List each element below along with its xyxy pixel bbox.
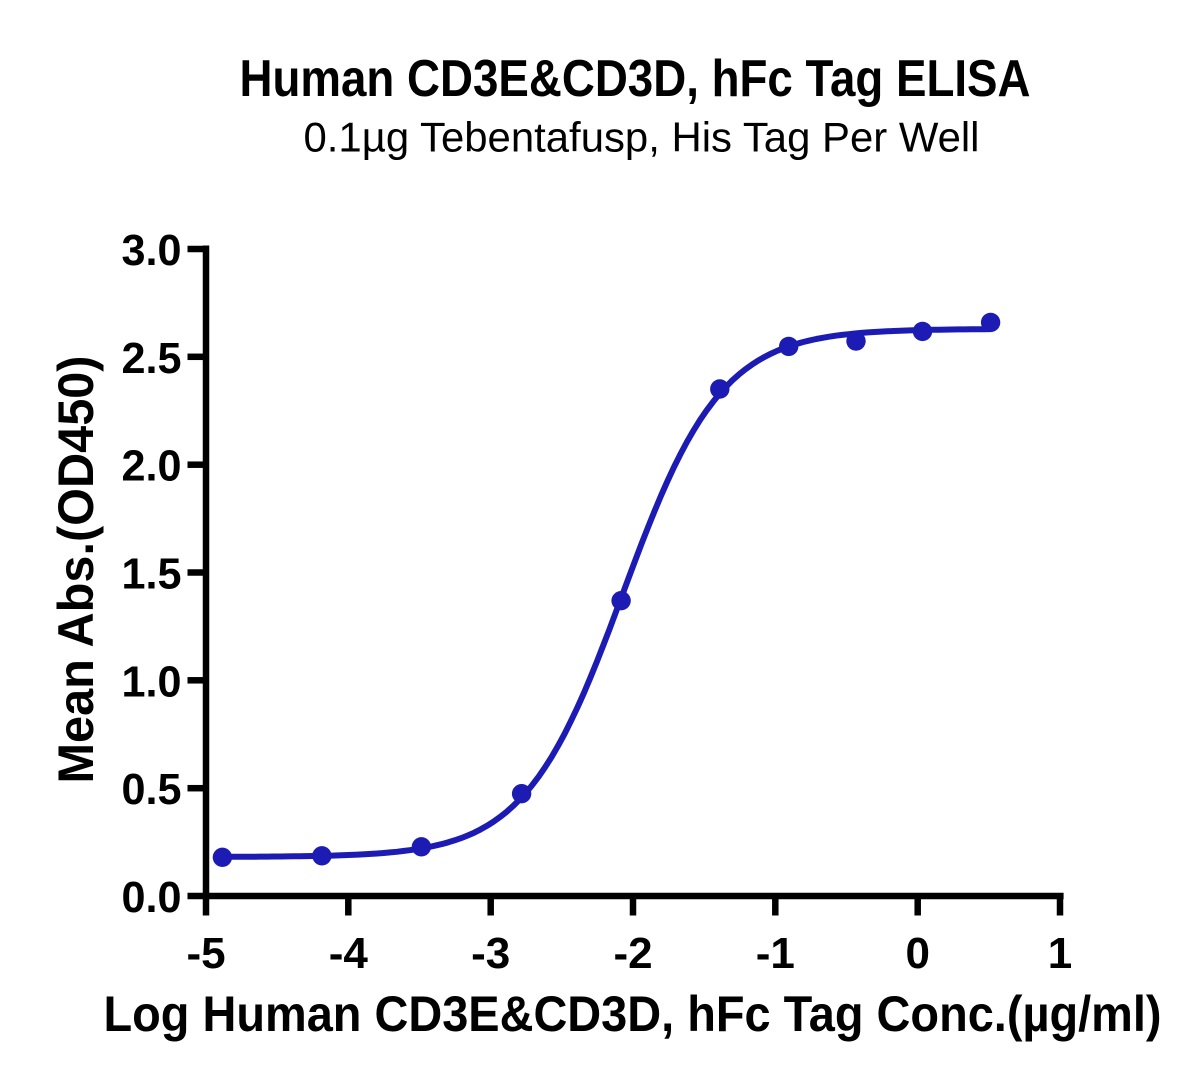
svg-text:1.0: 1.0 (122, 657, 182, 706)
svg-text:0.5: 0.5 (122, 765, 182, 814)
svg-text:Log Human CD3E&CD3D, hFc Tag C: Log Human CD3E&CD3D, hFc Tag Conc.(µg/ml… (104, 986, 1162, 1042)
svg-text:2.5: 2.5 (122, 334, 182, 383)
svg-text:1: 1 (1048, 929, 1072, 978)
svg-text:-2: -2 (613, 929, 652, 978)
svg-text:0.0: 0.0 (122, 873, 182, 922)
svg-text:1.5: 1.5 (122, 550, 182, 599)
svg-text:Human CD3E&CD3D, hFc Tag ELISA: Human CD3E&CD3D, hFc Tag ELISA (240, 50, 1031, 108)
svg-text:-3: -3 (471, 929, 510, 978)
svg-text:2.0: 2.0 (122, 442, 182, 491)
svg-text:Mean Abs.(OD450): Mean Abs.(OD450) (48, 356, 104, 784)
svg-text:-4: -4 (329, 929, 369, 978)
svg-text:-1: -1 (756, 929, 795, 978)
svg-text:0: 0 (905, 929, 929, 978)
svg-text:-5: -5 (186, 929, 225, 978)
svg-text:0.1µg Tebentafusp, His Tag Per: 0.1µg Tebentafusp, His Tag Per Well (304, 114, 980, 161)
svg-text:3.0: 3.0 (122, 226, 182, 275)
